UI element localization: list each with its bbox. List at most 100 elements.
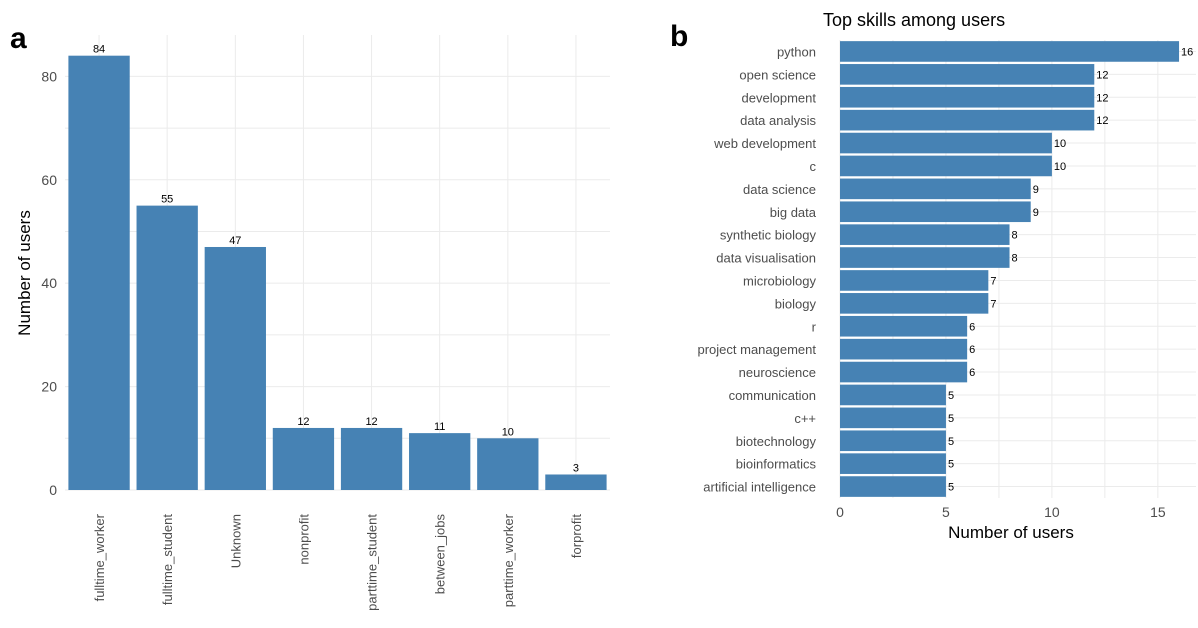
data-label: 12	[1096, 92, 1108, 104]
x-tick-label: Unknown	[228, 514, 243, 568]
bar	[840, 224, 1010, 245]
x-tick-label: 0	[836, 504, 844, 520]
bar	[136, 205, 198, 490]
data-label: 5	[948, 413, 954, 425]
y-tick-label: microbiology	[743, 273, 816, 288]
data-label: 10	[1054, 138, 1066, 150]
data-label: 9	[1033, 184, 1039, 196]
y-tick-label: data visualisation	[716, 251, 816, 266]
y-tick-label: neuroscience	[739, 365, 816, 380]
y-tick-label: r	[812, 319, 817, 334]
data-label: 16	[1181, 46, 1193, 58]
bar	[840, 178, 1031, 200]
data-label: 10	[1054, 161, 1066, 173]
y-tick-label: communication	[729, 388, 816, 403]
bar	[840, 132, 1052, 154]
data-label: 55	[161, 194, 173, 206]
y-tick-label: python	[777, 44, 816, 59]
data-label: 47	[229, 235, 241, 247]
data-label: 12	[1096, 115, 1108, 127]
x-tick-label: fulltime_worker	[92, 513, 107, 601]
y-tick-label: big data	[770, 205, 817, 220]
data-label: 6	[969, 367, 975, 379]
y-tick-label: bioinformatics	[736, 457, 817, 472]
bar	[840, 64, 1095, 85]
y-tick-label: web development	[713, 136, 816, 151]
y-tick-label: biology	[775, 296, 817, 311]
bar	[68, 55, 130, 490]
bar	[840, 315, 968, 337]
bar	[840, 109, 1095, 131]
y-tick-label: c++	[794, 411, 816, 426]
bar	[340, 427, 403, 490]
data-label: 7	[990, 298, 996, 310]
bar	[272, 427, 335, 490]
data-label: 9	[1033, 207, 1039, 219]
y-tick-label: development	[742, 90, 817, 105]
bar	[545, 474, 607, 490]
bar	[840, 384, 946, 406]
data-label: 11	[434, 421, 445, 433]
bar	[840, 361, 968, 383]
x-tick-label: fulltime_student	[160, 514, 175, 605]
bar	[840, 155, 1052, 177]
bar	[840, 247, 1010, 268]
bar	[840, 293, 989, 314]
bar	[840, 41, 1180, 62]
data-label: 5	[948, 459, 954, 471]
panel-b-letter: b	[670, 20, 688, 53]
data-label: 6	[969, 344, 975, 356]
bar	[477, 438, 539, 490]
data-label: 12	[297, 416, 309, 428]
y-tick-label: biotechnology	[736, 434, 817, 449]
y-tick-label: synthetic biology	[720, 228, 817, 243]
x-tick-label: 5	[942, 504, 950, 520]
chart-b-title: Top skills among users	[823, 10, 1005, 30]
bar	[409, 433, 471, 490]
y-tick-label: 60	[41, 172, 57, 188]
data-label: 8	[1012, 253, 1018, 265]
x-tick-label: parttime_worker	[501, 513, 516, 607]
bar	[840, 201, 1031, 223]
data-label: 10	[502, 426, 514, 438]
y-tick-label: artificial intelligence	[703, 480, 816, 495]
x-tick-label: forprofit	[569, 514, 584, 558]
chart-a-ylabel: Number of users	[15, 210, 34, 336]
bar	[204, 246, 266, 490]
y-tick-label: 80	[41, 68, 57, 84]
bar	[840, 476, 946, 497]
y-tick-label: 20	[41, 379, 57, 395]
data-label: 5	[948, 390, 954, 402]
bar	[840, 430, 946, 452]
y-tick-label: project management	[697, 342, 816, 357]
x-tick-label: 10	[1044, 504, 1060, 520]
data-label: 5	[948, 482, 954, 494]
data-label: 84	[93, 44, 105, 56]
chart-a: Number of users 0 20 40 60 80 84 fulltime_work…	[15, 35, 610, 611]
data-label: 12	[1096, 69, 1108, 81]
chart-b-xlabel: Number of users	[948, 523, 1074, 542]
data-label: 5	[948, 436, 954, 448]
bar	[840, 338, 968, 360]
x-tick-label: parttime_student	[365, 514, 380, 611]
panel-a-letter: a	[10, 22, 27, 55]
y-tick-label: data science	[743, 182, 816, 197]
data-label: 12	[365, 416, 377, 428]
y-tick-label: 40	[41, 275, 57, 291]
bar	[840, 407, 946, 429]
bar	[840, 453, 946, 474]
y-tick-label: open science	[739, 67, 816, 82]
data-label: 6	[969, 321, 975, 333]
x-tick-label: nonprofit	[296, 514, 311, 565]
chart-b: Top skills among users Number of users 0…	[697, 10, 1196, 542]
y-tick-label: c	[810, 159, 817, 174]
bar	[840, 86, 1095, 108]
data-label: 7	[990, 275, 996, 287]
x-tick-label: between_jobs	[433, 514, 448, 595]
x-tick-label: 15	[1150, 504, 1166, 520]
data-label: 8	[1012, 230, 1018, 242]
data-label: 3	[573, 462, 579, 474]
y-tick-label: 0	[49, 482, 57, 498]
bar	[840, 270, 989, 291]
y-tick-label: data analysis	[740, 113, 816, 128]
